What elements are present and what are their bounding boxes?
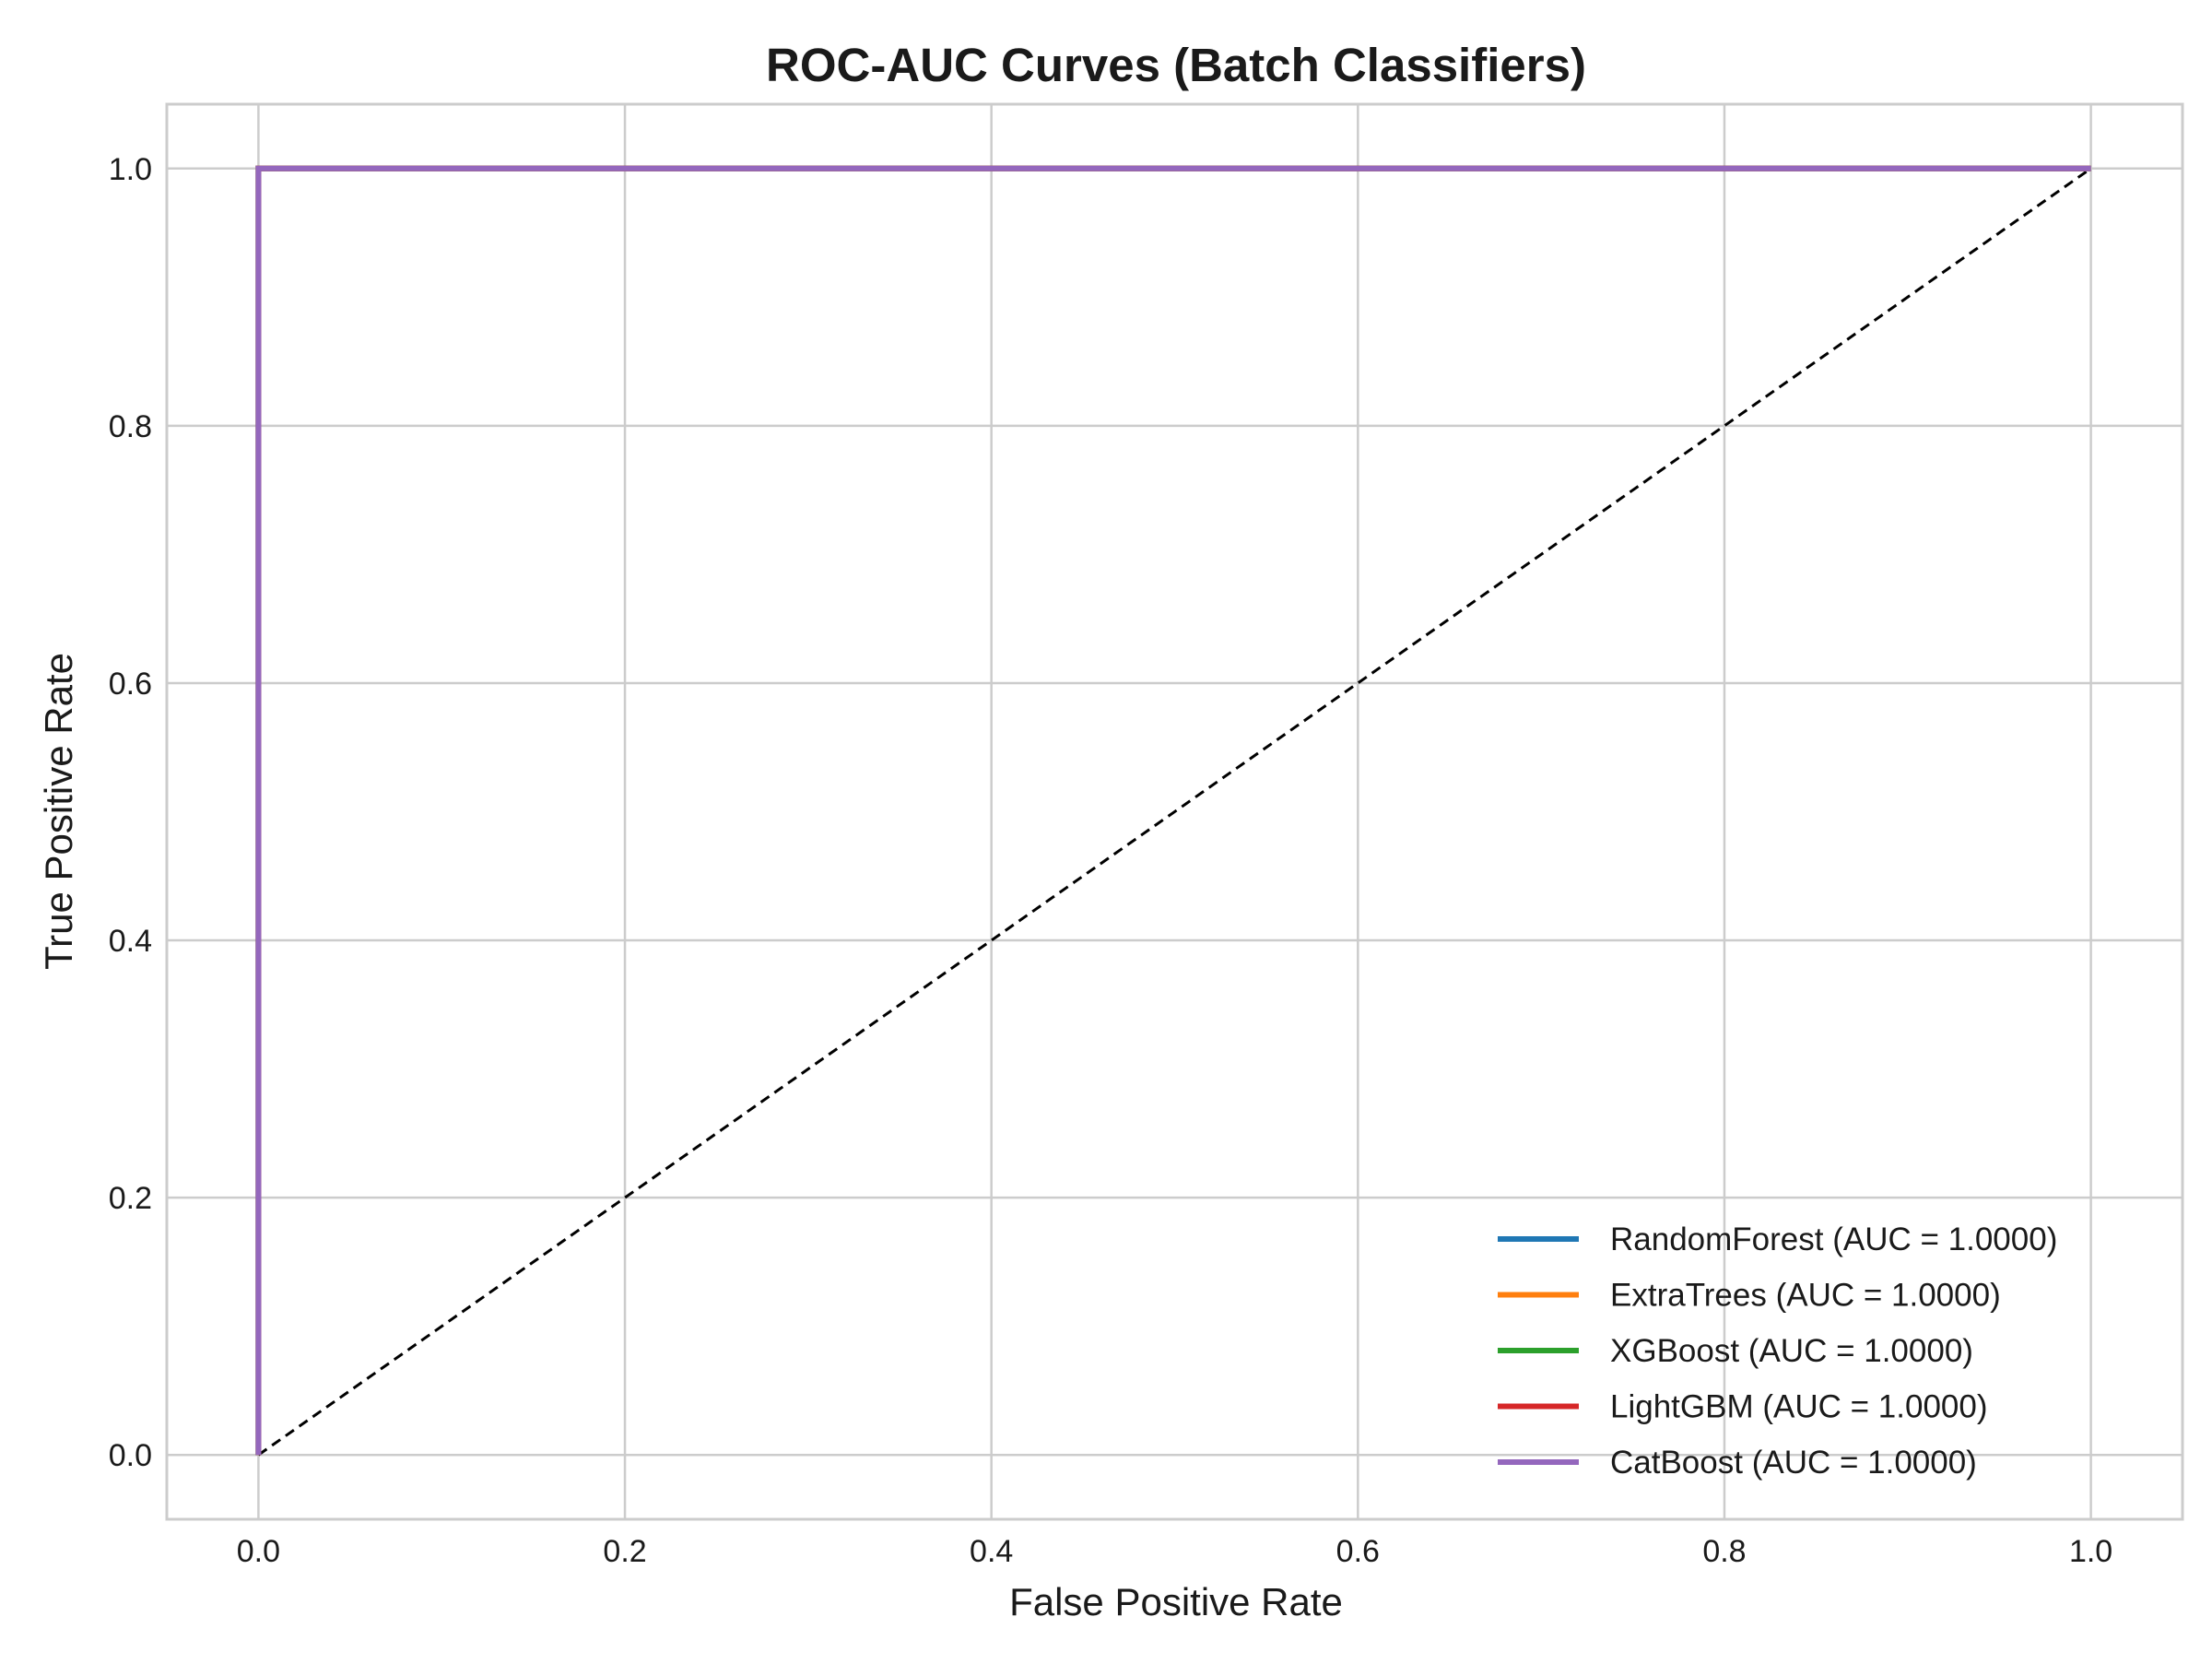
series-line-catboost xyxy=(255,165,2091,1456)
x-tick-label: 0.2 xyxy=(603,1534,646,1569)
y-tick-label: 0.0 xyxy=(109,1438,152,1473)
x-axis-label: False Positive Rate xyxy=(1009,1580,1343,1623)
y-tick-label: 0.2 xyxy=(109,1181,152,1216)
legend-label: LightGBM (AUC = 1.0000) xyxy=(1610,1389,1988,1425)
x-tick-label: 0.0 xyxy=(237,1534,280,1569)
reference-layer xyxy=(257,167,2092,1457)
x-tick-label: 0.4 xyxy=(970,1534,1013,1569)
x-tick-label: 0.8 xyxy=(1702,1534,1746,1569)
y-tick-label: 0.6 xyxy=(109,667,152,702)
plot-frame xyxy=(165,102,2184,1521)
y-tick-label: 0.4 xyxy=(109,924,152,959)
legend-label: RandomForest (AUC = 1.0000) xyxy=(1610,1221,2057,1257)
legend-label: XGBoost (AUC = 1.0000) xyxy=(1610,1333,1973,1369)
legend-label: ExtraTrees (AUC = 1.0000) xyxy=(1610,1278,2001,1314)
x-tick-label: 0.6 xyxy=(1336,1534,1380,1569)
y-tick-label: 0.8 xyxy=(109,409,152,444)
y-axis-label: True Positive Rate xyxy=(37,653,80,970)
x-tick-label: 1.0 xyxy=(2069,1534,2112,1569)
x-ticks: 0.0 0.2 0.4 0.6 0.8 1.0 xyxy=(237,1534,2112,1569)
chart-title: ROC-AUC Curves (Batch Classifiers) xyxy=(766,39,1586,91)
legend-label: CatBoost (AUC = 1.0000) xyxy=(1610,1445,1977,1481)
series-layer xyxy=(255,165,2091,1456)
grid xyxy=(167,104,2183,1519)
reference-diagonal-line xyxy=(257,167,2092,1457)
legend: RandomForest (AUC = 1.0000) ExtraTrees (A… xyxy=(1498,1221,2057,1481)
y-tick-label: 1.0 xyxy=(109,152,152,187)
y-ticks: 0.0 0.2 0.4 0.6 0.8 1.0 xyxy=(109,152,152,1473)
